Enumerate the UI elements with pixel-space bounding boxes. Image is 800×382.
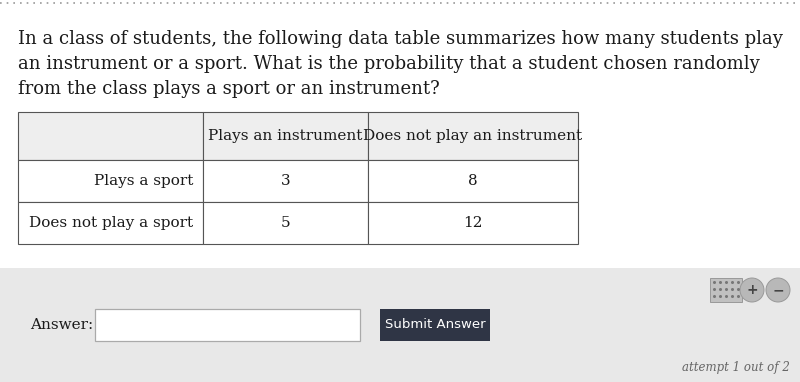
Text: from the class plays a sport or an instrument?: from the class plays a sport or an instr… (18, 80, 440, 98)
Text: −: − (772, 283, 784, 297)
Text: 8: 8 (468, 174, 478, 188)
Text: Plays a sport: Plays a sport (94, 174, 193, 188)
Text: Plays an instrument: Plays an instrument (208, 129, 362, 143)
Circle shape (766, 278, 790, 302)
Text: 12: 12 (463, 216, 482, 230)
Circle shape (740, 278, 764, 302)
Bar (368, 202, 578, 244)
Text: +: + (746, 283, 758, 297)
Bar (368, 112, 578, 160)
Text: In a class of students, the following data table summarizes how many students pl: In a class of students, the following da… (18, 30, 783, 48)
Text: attempt 1 out of 2: attempt 1 out of 2 (682, 361, 790, 374)
Bar (18, 202, 203, 244)
Text: 3: 3 (281, 174, 290, 188)
Bar (18, 160, 203, 202)
Text: Does not play an instrument: Does not play an instrument (363, 129, 582, 143)
Bar (380, 309, 490, 341)
Text: Does not play a sport: Does not play a sport (29, 216, 193, 230)
Bar (710, 278, 742, 302)
Text: Submit Answer: Submit Answer (385, 319, 486, 332)
Bar (203, 202, 368, 244)
Bar (203, 112, 368, 160)
Text: an instrument or a sport. What is the probability that a student chosen randomly: an instrument or a sport. What is the pr… (18, 55, 760, 73)
Bar (368, 160, 578, 202)
Bar (18, 112, 203, 160)
Text: Answer:: Answer: (30, 318, 94, 332)
Text: 5: 5 (281, 216, 290, 230)
Bar (203, 160, 368, 202)
Bar (0, 268, 800, 382)
Bar (95, 309, 360, 341)
